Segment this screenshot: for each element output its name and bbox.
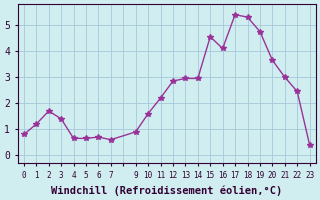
X-axis label: Windchill (Refroidissement éolien,°C): Windchill (Refroidissement éolien,°C) bbox=[51, 185, 282, 196]
